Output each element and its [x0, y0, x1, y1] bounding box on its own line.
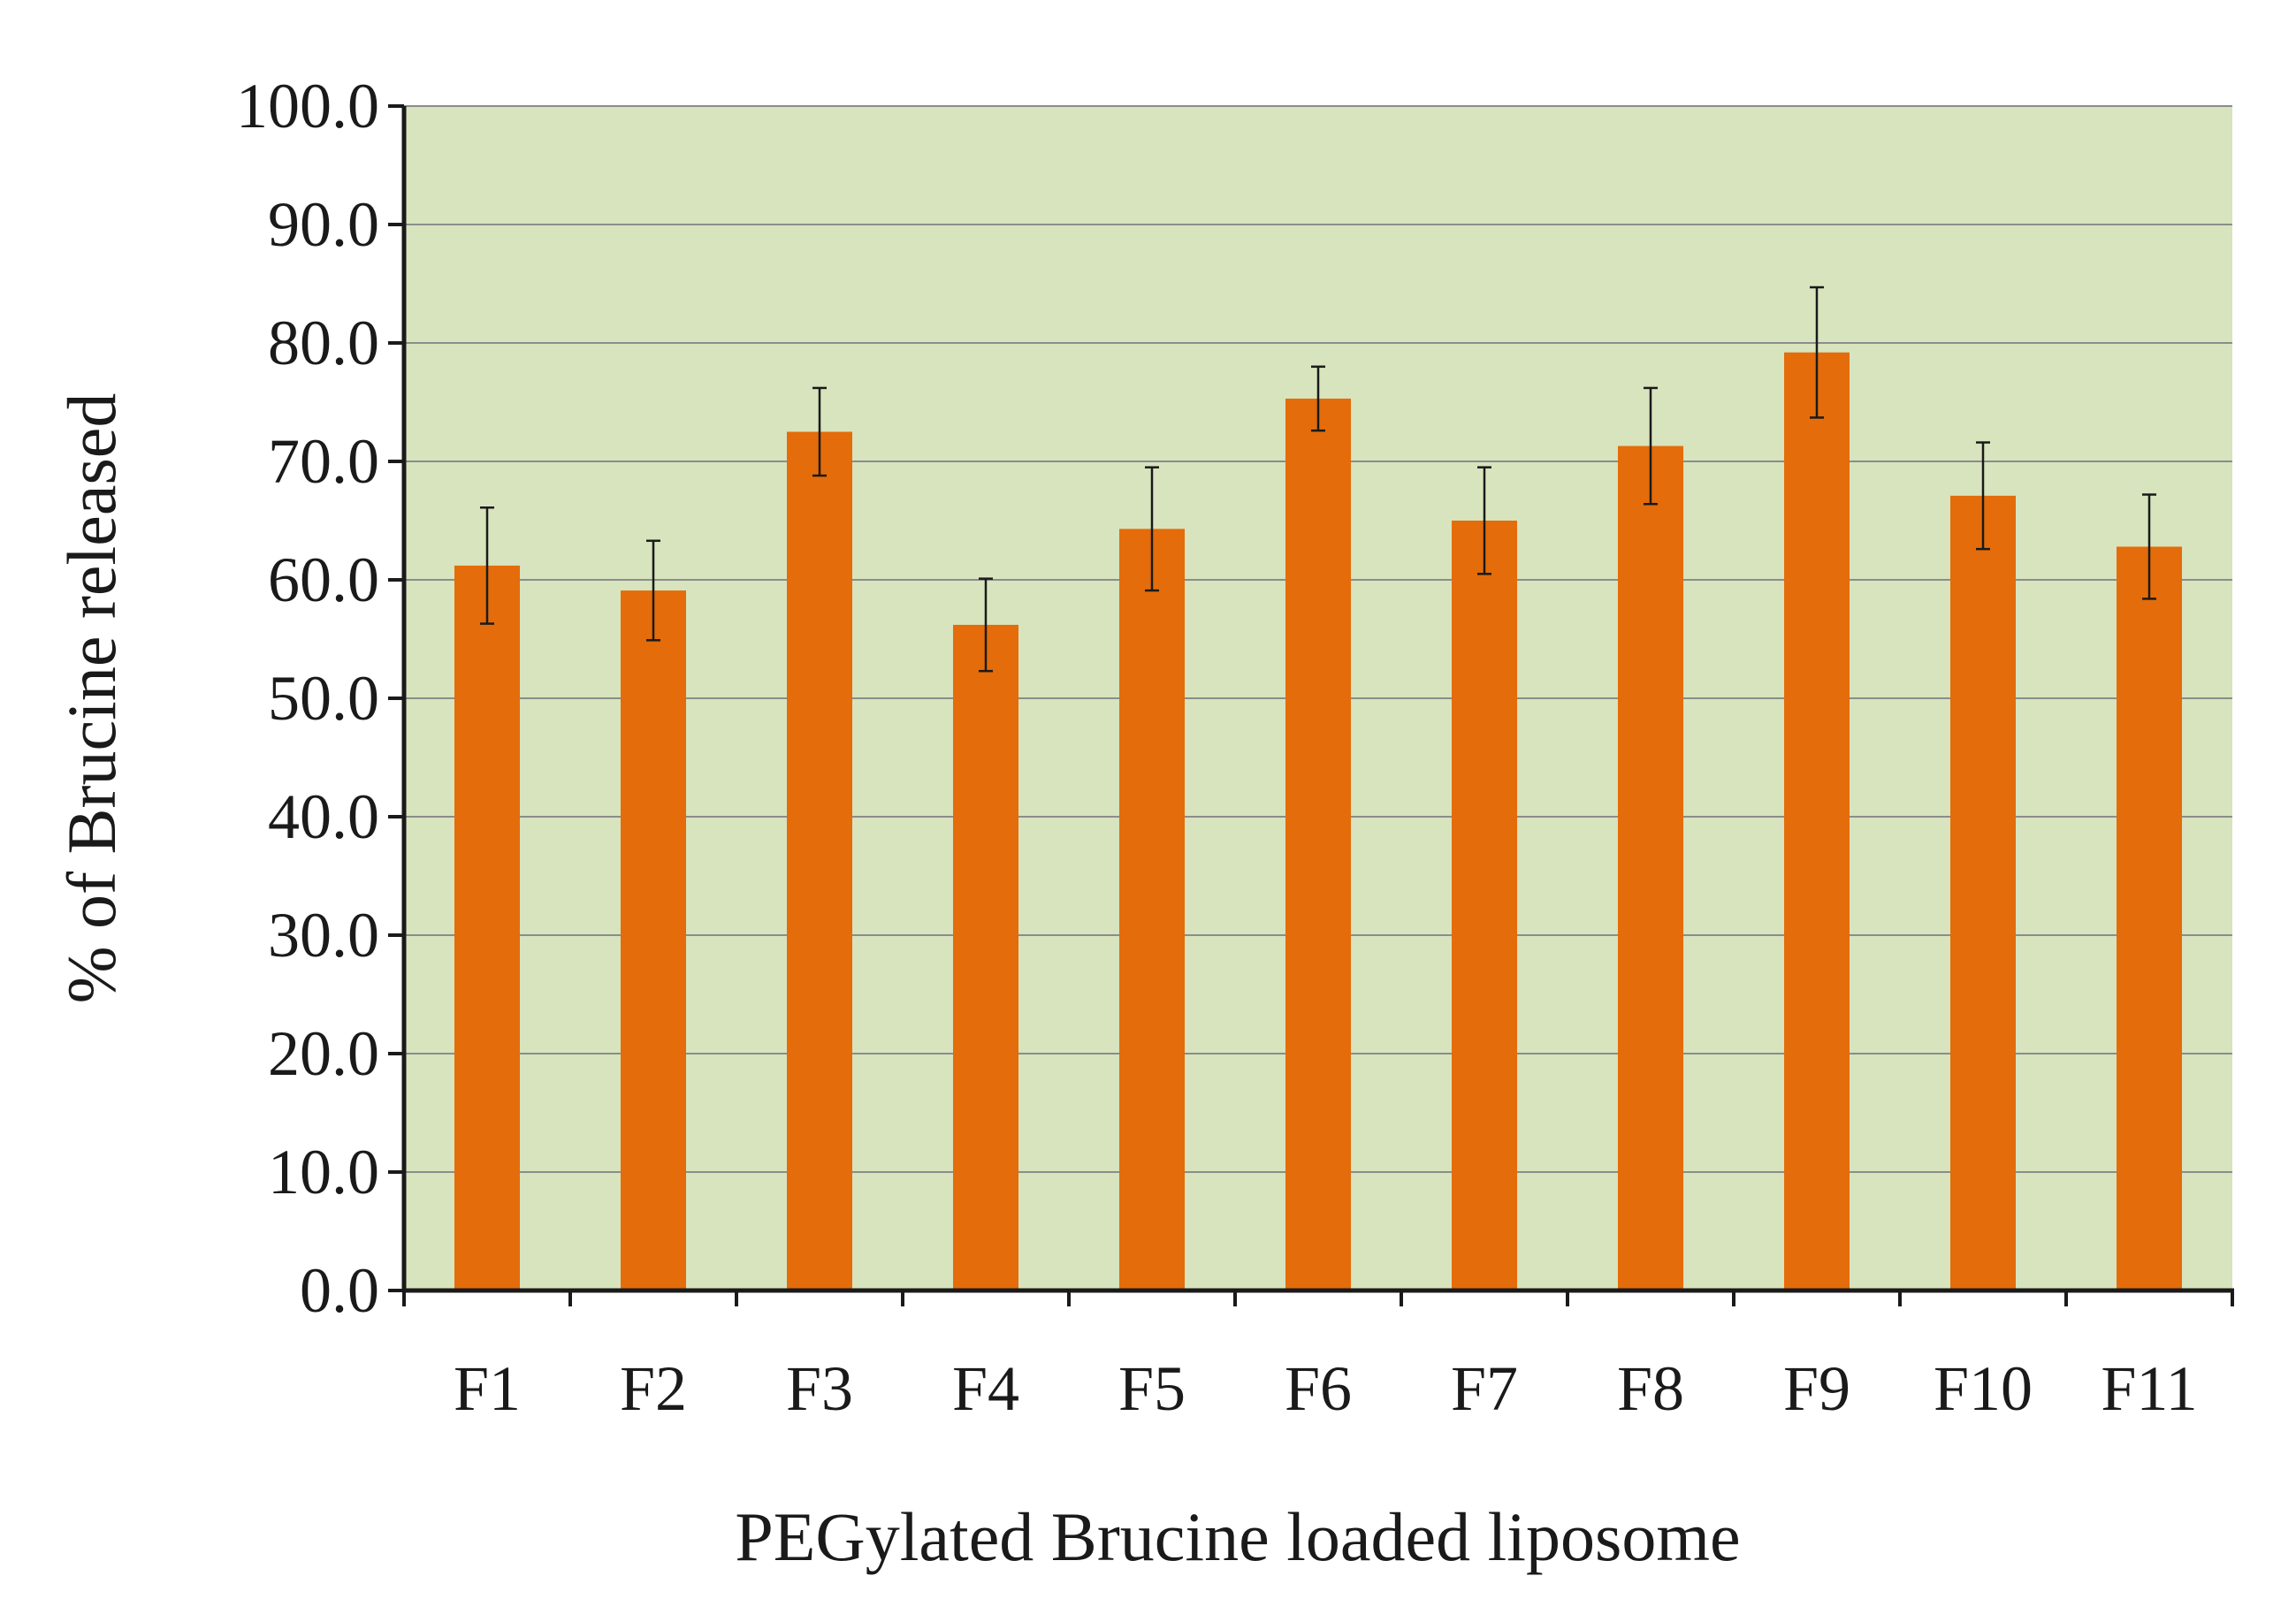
x-tick-label: F10 — [1934, 1353, 2033, 1424]
error-bar-f4 — [979, 577, 993, 673]
error-bar-f5 — [1145, 466, 1159, 592]
bars — [454, 352, 2182, 1291]
axes — [388, 104, 2234, 1306]
y-tick-label: 70.0 — [268, 426, 379, 497]
bar-f8 — [1618, 445, 1683, 1291]
x-tick-label: F7 — [1451, 1353, 1518, 1424]
bar-f1 — [454, 565, 520, 1290]
bar-f5 — [1119, 529, 1185, 1290]
y-tick-label: 60.0 — [268, 544, 379, 615]
x-tick-label: F5 — [1118, 1353, 1186, 1424]
error-bar-f9 — [1810, 285, 1824, 419]
bar-f7 — [1452, 521, 1517, 1290]
error-bar-f8 — [1644, 386, 1658, 506]
bar-f2 — [621, 590, 686, 1290]
y-tick-label: 0.0 — [300, 1255, 379, 1326]
y-tick-label: 20.0 — [268, 1018, 379, 1089]
error-bar-f3 — [812, 386, 827, 477]
x-tick-label: F6 — [1285, 1353, 1352, 1424]
y-tick-label: 50.0 — [268, 663, 379, 734]
y-tick-labels: 0.0 10.0 20.0 30.0 40.0 50.0 60.0 70.0 80.0 90.0 1… — [236, 71, 379, 1326]
bar-f9 — [1784, 352, 1850, 1291]
y-tick-label: 30.0 — [268, 900, 379, 971]
error-bars — [480, 285, 2156, 673]
y-tick-label: 40.0 — [268, 781, 379, 852]
error-bar-f6 — [1311, 365, 1325, 432]
bar-f10 — [1950, 495, 2016, 1290]
y-tick-label: 10.0 — [268, 1137, 379, 1207]
y-tick-label: 80.0 — [268, 308, 379, 378]
x-tick-label: F8 — [1617, 1353, 1684, 1424]
x-tick-label: F1 — [454, 1353, 521, 1424]
error-bar-f7 — [1477, 466, 1491, 575]
bar-f11 — [2117, 546, 2182, 1290]
bar-f3 — [787, 431, 852, 1290]
y-tick-label: 100.0 — [236, 71, 379, 141]
y-axis-title: % of Brucine released — [53, 393, 130, 1004]
x-tick-label: F2 — [620, 1353, 687, 1424]
error-bar-f10 — [1976, 441, 1990, 551]
y-tick-label: 90.0 — [268, 189, 379, 260]
error-bar-f11 — [2142, 493, 2156, 600]
x-tick-label: F9 — [1783, 1353, 1850, 1424]
bar-f4 — [953, 624, 1018, 1290]
error-bar-f1 — [480, 506, 494, 625]
x-tick-labels: F1 F2 F3 F4 F5 F6 F7 F8 F9 F10 F11 — [454, 1353, 2198, 1424]
x-tick-label: F3 — [786, 1353, 853, 1424]
x-axis-title: PEGylated Brucine loaded liposome — [735, 1498, 1740, 1575]
error-bar-f2 — [646, 539, 660, 642]
bar-f6 — [1285, 398, 1351, 1291]
x-tick-label: F4 — [952, 1353, 1019, 1424]
x-tick-label: F11 — [2101, 1353, 2197, 1424]
